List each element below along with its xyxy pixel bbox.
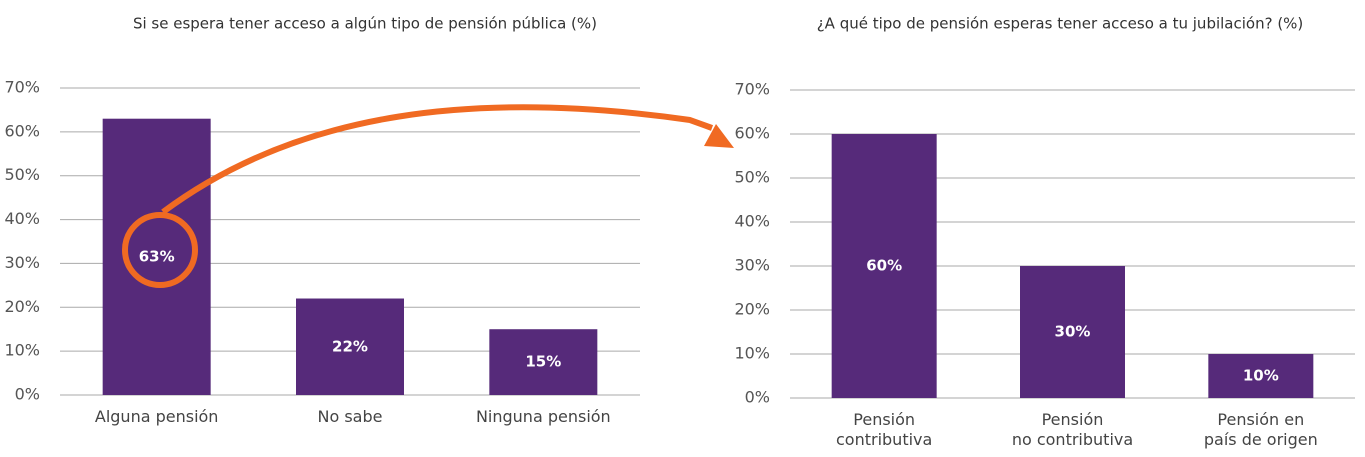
bar xyxy=(1020,266,1125,398)
y-tick-label: 30% xyxy=(4,253,40,272)
y-tick-label: 50% xyxy=(734,168,770,187)
x-label-box: Pensión contributiva xyxy=(836,410,933,449)
y-tick-label: 20% xyxy=(4,297,40,316)
value-label: 10% xyxy=(1243,367,1279,385)
y-tick-label: 60% xyxy=(734,124,770,143)
y-tick-label: 10% xyxy=(4,341,40,360)
y-tick-label: 40% xyxy=(4,209,40,228)
y-tick-label: 60% xyxy=(4,121,40,140)
bar xyxy=(1208,354,1314,398)
annotation-circle xyxy=(122,212,198,288)
chart-title: Si se espera tener acceso a algún tipo d… xyxy=(133,15,597,33)
value-label: 15% xyxy=(525,353,561,371)
y-tick-label: 0% xyxy=(15,385,40,404)
bar xyxy=(831,134,937,398)
chart-title: ¿A qué tipo de pensión esperas tener acc… xyxy=(817,15,1304,33)
y-tick-label: 50% xyxy=(4,165,40,184)
x-label-box: Ninguna pensión xyxy=(475,407,611,426)
x-tick-label: Alguna pensión xyxy=(94,407,219,426)
y-tick-label: 70% xyxy=(4,78,40,97)
x-label-box: Pensión no contributiva xyxy=(1011,410,1134,449)
x-label-box: No sabe xyxy=(317,407,383,426)
x-tick-label: Ninguna pensión xyxy=(475,407,611,426)
annotation-arrow xyxy=(161,104,714,215)
bar xyxy=(489,329,598,395)
y-tick-label: 20% xyxy=(734,300,770,319)
y-tick-label: 40% xyxy=(734,212,770,231)
x-tick-label: Pensión no contributiva xyxy=(1011,410,1134,449)
x-label-box: Pensión en país de origen xyxy=(1203,410,1318,449)
value-label: 30% xyxy=(1055,323,1091,341)
y-tick-label: 30% xyxy=(734,256,770,275)
value-label: 22% xyxy=(332,337,368,355)
bar xyxy=(296,298,404,395)
x-tick-label: Pensión en país de origen xyxy=(1203,410,1318,449)
value-label: 63% xyxy=(139,247,175,265)
arrow-head xyxy=(704,124,734,148)
y-tick-label: 70% xyxy=(734,80,770,99)
x-tick-label: No sabe xyxy=(317,407,383,426)
x-tick-label: Pensión contributiva xyxy=(836,410,933,449)
y-tick-label: 10% xyxy=(734,344,770,363)
y-tick-label: 0% xyxy=(745,388,770,407)
x-label-box: Alguna pensión xyxy=(94,407,219,426)
value-label: 60% xyxy=(866,257,902,275)
